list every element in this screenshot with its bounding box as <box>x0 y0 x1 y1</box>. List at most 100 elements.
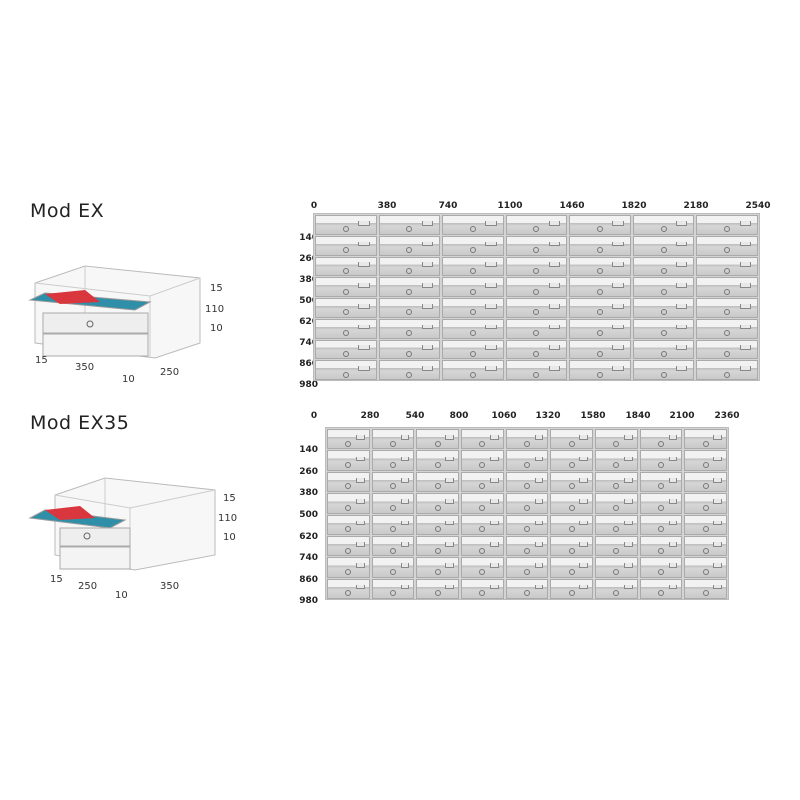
mail-slot-icon <box>534 456 544 462</box>
row-label: 740 <box>299 553 318 564</box>
lock-icon <box>406 267 413 274</box>
mailbox-door <box>639 557 683 578</box>
lock-icon <box>523 568 530 575</box>
mail-slot-icon <box>713 435 722 440</box>
lock-icon <box>702 547 709 554</box>
mailbox-door <box>416 557 459 578</box>
mailbox-door <box>442 360 504 380</box>
row-label: 260 <box>299 254 318 264</box>
mailbox-door <box>371 514 415 535</box>
mail-slot-icon <box>548 366 561 371</box>
mail-slot-icon <box>485 283 497 288</box>
mailbox-door <box>327 429 370 450</box>
mailbox-door <box>505 256 568 277</box>
mailbox-door <box>505 429 549 450</box>
mailbox-door <box>461 471 504 493</box>
mail-slot-icon <box>713 563 722 569</box>
row-label: 980 <box>299 596 318 607</box>
row-label: 980 <box>299 380 318 390</box>
mailbox-door <box>595 535 638 557</box>
mail-slot-icon <box>739 303 752 309</box>
mailbox-door <box>378 360 441 380</box>
lock-icon <box>724 350 731 357</box>
mail-slot-icon <box>485 366 497 371</box>
mail-slot-icon <box>421 303 434 309</box>
column-label: 2540 <box>745 201 771 211</box>
mail-slot-icon <box>356 477 365 483</box>
mail-slot-icon <box>739 345 752 351</box>
mail-slot-icon <box>534 542 544 547</box>
lock-icon <box>597 288 604 295</box>
column-label: 540 <box>405 411 425 421</box>
mailbox-door <box>505 298 568 318</box>
lock-icon <box>657 590 664 597</box>
mail-slot-icon <box>579 477 588 483</box>
mailbox-door <box>505 535 549 557</box>
dimension-depth: 250 <box>160 367 180 378</box>
mailbox-door <box>639 514 683 535</box>
column-label: 0 <box>310 201 318 211</box>
lock-icon <box>657 526 664 533</box>
mail-slot-icon <box>358 241 370 247</box>
mail-slot-icon <box>668 584 678 590</box>
mailbox-door <box>442 235 504 256</box>
mailbox-door <box>550 578 593 599</box>
column-label: 1460 <box>559 201 585 211</box>
lock-icon <box>479 504 486 511</box>
lock-icon <box>469 267 476 274</box>
column-label: 280 <box>360 411 380 421</box>
mail-slot-icon <box>739 366 752 371</box>
model-ex-title: Mod EX <box>30 200 105 222</box>
lock-icon <box>523 440 530 447</box>
mailbox-door <box>315 256 377 277</box>
lock-icon <box>389 547 396 554</box>
mailbox-door <box>550 471 593 493</box>
mailbox-door <box>569 360 631 380</box>
lock-icon <box>479 568 486 575</box>
mail-slot-icon <box>534 499 544 504</box>
mailbox-door <box>416 493 459 514</box>
column-label: 1060 <box>491 411 517 421</box>
mailbox-door <box>315 318 377 339</box>
lock-icon <box>523 483 530 490</box>
lock-icon <box>479 547 486 554</box>
mailbox-door <box>461 557 504 578</box>
row-label: 380 <box>299 488 318 499</box>
dimension-left: 15 <box>35 355 48 366</box>
lock-icon <box>533 226 540 233</box>
column-label: 2180 <box>683 201 709 211</box>
lock-icon <box>345 590 352 597</box>
lock-icon <box>469 350 476 357</box>
mail-slot-icon <box>579 563 588 569</box>
mail-slot-icon <box>534 477 544 483</box>
lock-icon <box>523 590 530 597</box>
mailbox-door <box>442 318 504 339</box>
row-label: 500 <box>299 296 318 306</box>
mail-slot-icon <box>358 324 370 330</box>
mail-slot-icon <box>739 262 752 268</box>
mailbox-door <box>569 298 631 318</box>
lock-icon <box>724 247 731 254</box>
mail-slot-icon <box>490 584 499 590</box>
mail-slot-icon <box>675 241 688 247</box>
mailbox-door <box>371 557 415 578</box>
dimension-height: 110 <box>218 513 238 524</box>
mail-slot-icon <box>358 220 370 226</box>
mailbox-door <box>595 450 638 471</box>
mailbox-door <box>378 318 441 339</box>
lock-icon <box>613 483 620 490</box>
lock-icon <box>660 267 667 274</box>
mailbox-door <box>639 578 683 599</box>
model-ex35-title: Mod EX35 <box>30 412 130 434</box>
mailbox-door <box>416 535 459 557</box>
mailbox-door <box>550 493 593 514</box>
mailbox-door <box>327 514 370 535</box>
mailbox-door <box>632 298 695 318</box>
row-label: 140 <box>299 233 318 243</box>
lock-icon <box>702 462 709 469</box>
mail-slot-icon <box>739 324 752 330</box>
mail-slot-icon <box>485 324 497 330</box>
mail-slot-icon <box>490 456 499 462</box>
lock-icon <box>568 568 575 575</box>
mail-slot-icon <box>612 366 624 371</box>
